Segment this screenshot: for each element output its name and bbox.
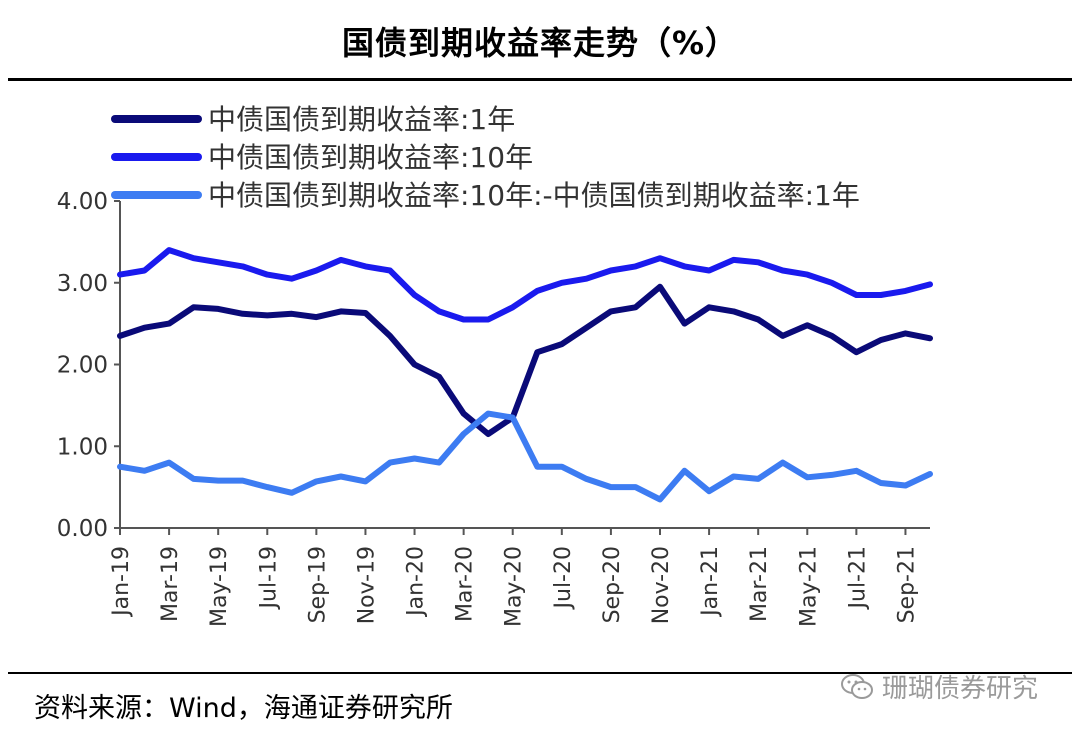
x-tick-label: Jul-21 [845,546,870,610]
series-line-2 [117,247,933,323]
x-tick-label: Jan-20 [404,546,429,618]
x-tick-label: Sep-20 [600,546,625,623]
page-title: 国债到期收益率走势（%） [341,24,739,62]
legend-label: 中债国债到期收益率:10年:-中债国债到期收益率:1年 [208,179,860,212]
y-tick-label: 1.00 [57,434,108,460]
wechat-icon [841,673,873,699]
footer-rule [8,672,1072,674]
legend-label: 中债国债到期收益率:10年 [208,141,533,174]
y-tick-label: 0.00 [57,516,108,542]
x-tick-label: Jan-21 [698,546,723,618]
x-tick-label: May-21 [796,546,821,627]
watermark-text: 珊瑚债券研究 [882,674,1039,704]
chart-series [117,247,933,503]
chart-legend: 中债国债到期收益率:1年中债国债到期收益率:10年中债国债到期收益率:10年:-… [111,103,860,212]
watermark: 珊瑚债券研究 [840,668,1038,705]
x-tick-label: May-19 [207,546,232,627]
x-tick-label: Nov-19 [354,546,379,624]
x-tick-label: Jul-19 [256,546,281,610]
x-tick-label: Jan-19 [109,546,134,618]
x-tick-label: Mar-19 [158,546,183,622]
x-tick-label: Mar-20 [453,546,478,622]
x-tick-label: Mar-21 [747,546,772,622]
x-tick-label: Sep-21 [894,546,919,623]
y-tick-label: 4.00 [57,189,108,215]
x-tick-label: May-20 [502,546,527,627]
title-rule [8,78,1072,81]
x-tick-label: Sep-19 [305,546,330,623]
yield-chart: 中债国债到期收益率:1年中债国债到期收益率:10年中债国债到期收益率:10年:-… [57,103,933,627]
legend-label: 中债国债到期收益率:1年 [208,103,515,136]
x-tick-label: Nov-20 [649,546,674,624]
y-tick-label: 3.00 [57,271,108,297]
series-line-1 [117,283,933,437]
x-tick-label: Jul-20 [551,546,576,610]
source-note: 资料来源：Wind，海通证券研究所 [34,693,453,724]
y-tick-label: 2.00 [57,353,108,379]
series-line-3 [117,410,933,503]
